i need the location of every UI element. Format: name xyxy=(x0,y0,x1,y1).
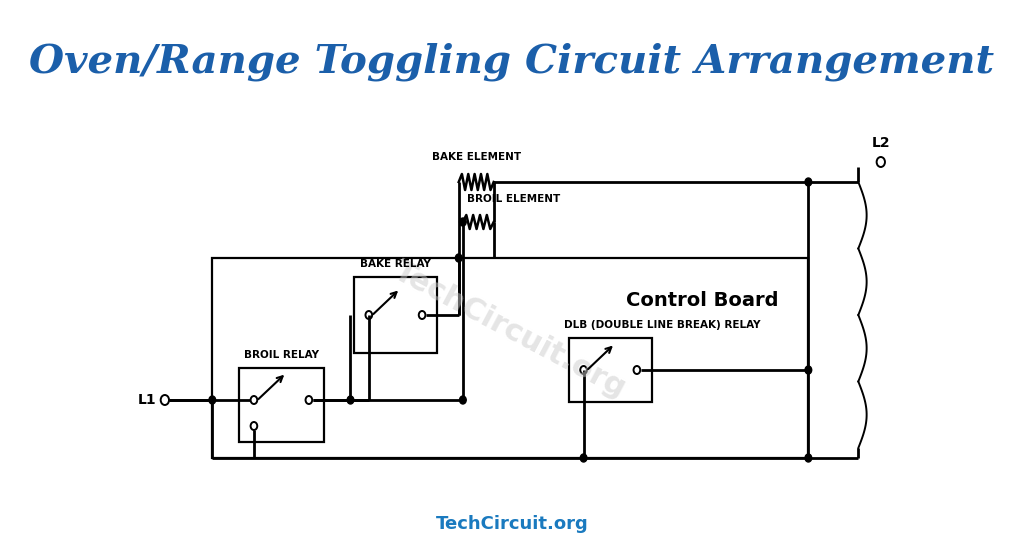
Circle shape xyxy=(805,454,812,462)
Circle shape xyxy=(209,396,216,404)
Text: DLB (DOUBLE LINE BREAK) RELAY: DLB (DOUBLE LINE BREAK) RELAY xyxy=(564,320,761,330)
Text: L1: L1 xyxy=(138,393,157,407)
Text: BAKE ELEMENT: BAKE ELEMENT xyxy=(432,152,521,162)
Circle shape xyxy=(456,254,462,262)
Text: TechCircuit.org: TechCircuit.org xyxy=(389,257,632,404)
Bar xyxy=(568,338,652,402)
Text: L2: L2 xyxy=(871,136,890,150)
Circle shape xyxy=(347,396,354,404)
Text: BROIL RELAY: BROIL RELAY xyxy=(244,350,318,360)
Circle shape xyxy=(460,396,466,404)
Bar xyxy=(354,277,437,353)
Text: BROIL ELEMENT: BROIL ELEMENT xyxy=(467,194,560,204)
Circle shape xyxy=(805,366,812,374)
Text: Oven/Range Toggling Circuit Arrangement: Oven/Range Toggling Circuit Arrangement xyxy=(30,43,994,82)
Text: TechCircuit.org: TechCircuit.org xyxy=(435,515,589,533)
Circle shape xyxy=(460,218,466,226)
Circle shape xyxy=(581,454,587,462)
Text: BAKE RELAY: BAKE RELAY xyxy=(360,259,431,269)
Bar xyxy=(239,368,324,442)
Circle shape xyxy=(805,178,812,186)
Bar xyxy=(212,258,808,458)
Text: Control Board: Control Board xyxy=(626,290,778,310)
